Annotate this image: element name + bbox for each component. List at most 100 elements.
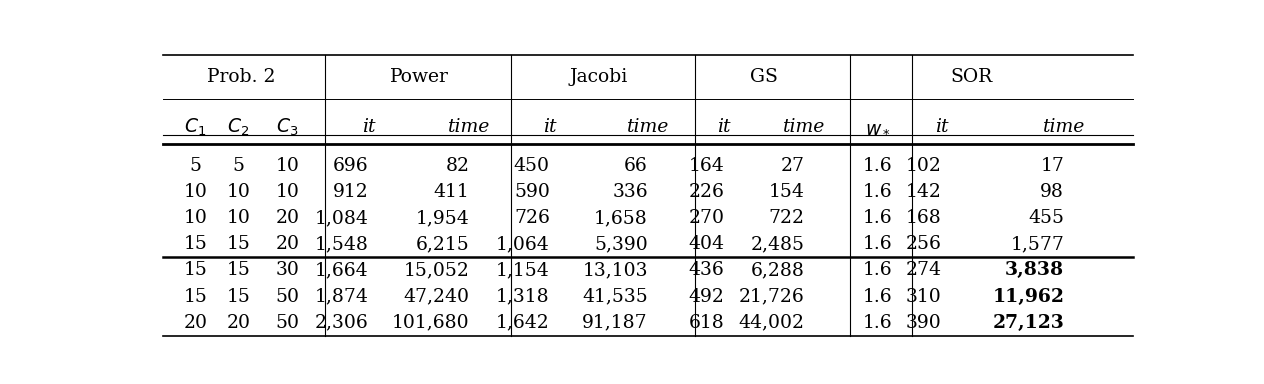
Text: time: time — [449, 118, 490, 136]
Text: 1,954: 1,954 — [416, 209, 469, 227]
Text: time: time — [627, 118, 669, 136]
Text: 15: 15 — [183, 235, 207, 253]
Text: 455: 455 — [1028, 209, 1064, 227]
Text: 6,215: 6,215 — [416, 235, 469, 253]
Text: $C_1$: $C_1$ — [185, 117, 206, 138]
Text: it: it — [718, 118, 731, 136]
Text: 20: 20 — [276, 209, 300, 227]
Text: 590: 590 — [514, 183, 550, 201]
Text: 2,485: 2,485 — [751, 235, 805, 253]
Text: 13,103: 13,103 — [583, 262, 648, 280]
Text: 15: 15 — [183, 288, 207, 306]
Text: 5: 5 — [233, 157, 244, 175]
Text: 411: 411 — [434, 183, 469, 201]
Text: time: time — [1043, 118, 1086, 136]
Text: 1,577: 1,577 — [1010, 235, 1064, 253]
Text: $C_3$: $C_3$ — [276, 117, 298, 138]
Text: 41,535: 41,535 — [581, 288, 648, 306]
Text: 101,680: 101,680 — [392, 314, 469, 332]
Text: GS: GS — [751, 68, 779, 86]
Text: 17: 17 — [1040, 157, 1064, 175]
Text: 50: 50 — [276, 314, 300, 332]
Text: 1,548: 1,548 — [315, 235, 369, 253]
Text: 1.6: 1.6 — [863, 262, 892, 280]
Text: 1,154: 1,154 — [495, 262, 550, 280]
Text: 30: 30 — [276, 262, 300, 280]
Text: 404: 404 — [688, 235, 724, 253]
Text: 164: 164 — [689, 157, 724, 175]
Text: it: it — [544, 118, 556, 136]
Text: 154: 154 — [769, 183, 805, 201]
Text: 1.6: 1.6 — [863, 288, 892, 306]
Text: 226: 226 — [689, 183, 724, 201]
Text: 15: 15 — [226, 235, 250, 253]
Text: $C_2$: $C_2$ — [228, 117, 249, 138]
Text: 20: 20 — [183, 314, 207, 332]
Text: 10: 10 — [226, 209, 250, 227]
Text: 390: 390 — [906, 314, 942, 332]
Text: 47,240: 47,240 — [403, 288, 469, 306]
Text: 1.6: 1.6 — [863, 183, 892, 201]
Text: 20: 20 — [226, 314, 250, 332]
Text: time: time — [784, 118, 825, 136]
Text: 336: 336 — [612, 183, 648, 201]
Text: 436: 436 — [689, 262, 724, 280]
Text: 310: 310 — [906, 288, 942, 306]
Text: 912: 912 — [332, 183, 369, 201]
Text: 15: 15 — [183, 262, 207, 280]
Text: Jacobi: Jacobi — [570, 68, 628, 86]
Text: 10: 10 — [226, 183, 250, 201]
Text: it: it — [362, 118, 375, 136]
Text: 1.6: 1.6 — [863, 235, 892, 253]
Text: 27: 27 — [781, 157, 805, 175]
Text: 3,838: 3,838 — [1005, 262, 1064, 280]
Text: 1.6: 1.6 — [863, 157, 892, 175]
Text: 2,306: 2,306 — [315, 314, 369, 332]
Text: 5: 5 — [190, 157, 201, 175]
Text: 10: 10 — [276, 157, 300, 175]
Text: 1,084: 1,084 — [315, 209, 369, 227]
Text: 10: 10 — [276, 183, 300, 201]
Text: 492: 492 — [689, 288, 724, 306]
Text: 450: 450 — [514, 157, 550, 175]
Text: 10: 10 — [183, 209, 207, 227]
Text: 1.6: 1.6 — [863, 209, 892, 227]
Text: 1,064: 1,064 — [495, 235, 550, 253]
Text: Power: Power — [389, 68, 449, 86]
Text: 1,658: 1,658 — [594, 209, 648, 227]
Text: 1.6: 1.6 — [863, 314, 892, 332]
Text: $w_*$: $w_*$ — [865, 118, 891, 136]
Text: 91,187: 91,187 — [583, 314, 648, 332]
Text: 722: 722 — [769, 209, 805, 227]
Text: 168: 168 — [906, 209, 942, 227]
Text: 11,962: 11,962 — [992, 288, 1064, 306]
Text: 15: 15 — [226, 288, 250, 306]
Text: 142: 142 — [906, 183, 942, 201]
Text: 82: 82 — [445, 157, 469, 175]
Text: 618: 618 — [689, 314, 724, 332]
Text: 98: 98 — [1040, 183, 1064, 201]
Text: Prob. 2: Prob. 2 — [207, 68, 276, 86]
Text: 274: 274 — [906, 262, 942, 280]
Text: it: it — [935, 118, 948, 136]
Text: 15,052: 15,052 — [403, 262, 469, 280]
Text: 6,288: 6,288 — [751, 262, 805, 280]
Text: 21,726: 21,726 — [738, 288, 805, 306]
Text: 1,642: 1,642 — [495, 314, 550, 332]
Text: 20: 20 — [276, 235, 300, 253]
Text: 5,390: 5,390 — [594, 235, 648, 253]
Text: 66: 66 — [624, 157, 648, 175]
Text: 726: 726 — [514, 209, 550, 227]
Text: 102: 102 — [906, 157, 942, 175]
Text: SOR: SOR — [951, 68, 992, 86]
Text: 15: 15 — [226, 262, 250, 280]
Text: 256: 256 — [906, 235, 942, 253]
Text: 1,664: 1,664 — [315, 262, 369, 280]
Text: 270: 270 — [688, 209, 724, 227]
Text: 1,318: 1,318 — [497, 288, 550, 306]
Text: 44,002: 44,002 — [738, 314, 805, 332]
Text: 696: 696 — [332, 157, 369, 175]
Text: 50: 50 — [276, 288, 300, 306]
Text: 1,874: 1,874 — [315, 288, 369, 306]
Text: 27,123: 27,123 — [992, 314, 1064, 332]
